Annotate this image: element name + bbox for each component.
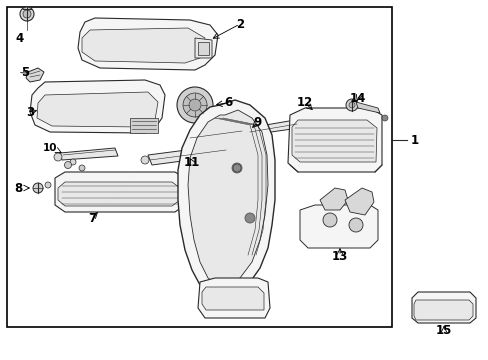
Text: 13: 13 (331, 249, 347, 262)
Circle shape (348, 218, 362, 232)
Polygon shape (78, 18, 218, 70)
Circle shape (54, 153, 62, 161)
Circle shape (70, 159, 76, 165)
Polygon shape (195, 38, 212, 58)
Circle shape (177, 87, 213, 123)
Circle shape (23, 10, 31, 18)
Text: 15: 15 (435, 324, 451, 337)
Text: 7: 7 (88, 211, 96, 225)
Circle shape (348, 102, 354, 108)
Circle shape (33, 183, 43, 193)
Polygon shape (37, 92, 158, 127)
Circle shape (323, 213, 336, 227)
Text: 3: 3 (26, 105, 34, 118)
Polygon shape (187, 110, 267, 285)
Polygon shape (299, 205, 377, 248)
Text: 2: 2 (235, 18, 244, 31)
Text: 10: 10 (42, 143, 57, 153)
Text: 1: 1 (410, 134, 418, 147)
Polygon shape (55, 172, 184, 212)
Text: 4: 4 (16, 31, 24, 45)
Polygon shape (60, 148, 118, 160)
Circle shape (346, 99, 357, 111)
Text: 5: 5 (21, 66, 29, 78)
Polygon shape (148, 145, 227, 165)
Polygon shape (355, 102, 379, 113)
Text: 12: 12 (296, 96, 312, 109)
Circle shape (20, 7, 34, 21)
Circle shape (64, 162, 71, 168)
Polygon shape (30, 80, 164, 133)
Circle shape (295, 118, 304, 126)
Polygon shape (26, 68, 44, 82)
Polygon shape (82, 28, 204, 63)
Text: 6: 6 (224, 96, 232, 109)
Polygon shape (202, 287, 264, 310)
Polygon shape (187, 128, 244, 142)
Circle shape (45, 182, 51, 188)
Circle shape (183, 93, 206, 117)
Polygon shape (287, 108, 381, 172)
Circle shape (79, 165, 85, 171)
Text: 9: 9 (253, 116, 262, 129)
Bar (7, 7, 391, 327)
Text: 14: 14 (349, 91, 366, 104)
Circle shape (189, 99, 201, 111)
Circle shape (381, 115, 387, 121)
Polygon shape (345, 188, 373, 215)
Circle shape (225, 145, 234, 153)
Circle shape (141, 156, 149, 164)
Polygon shape (178, 100, 274, 298)
Polygon shape (411, 292, 475, 323)
Polygon shape (130, 118, 158, 133)
Polygon shape (291, 120, 376, 162)
Text: 8: 8 (14, 181, 22, 194)
Polygon shape (58, 182, 180, 206)
Polygon shape (198, 42, 208, 55)
Text: 11: 11 (183, 156, 200, 168)
Polygon shape (198, 278, 269, 318)
Circle shape (231, 163, 242, 173)
Circle shape (242, 129, 249, 137)
Polygon shape (247, 120, 298, 135)
Circle shape (244, 213, 254, 223)
Polygon shape (319, 188, 347, 210)
Polygon shape (413, 300, 472, 320)
